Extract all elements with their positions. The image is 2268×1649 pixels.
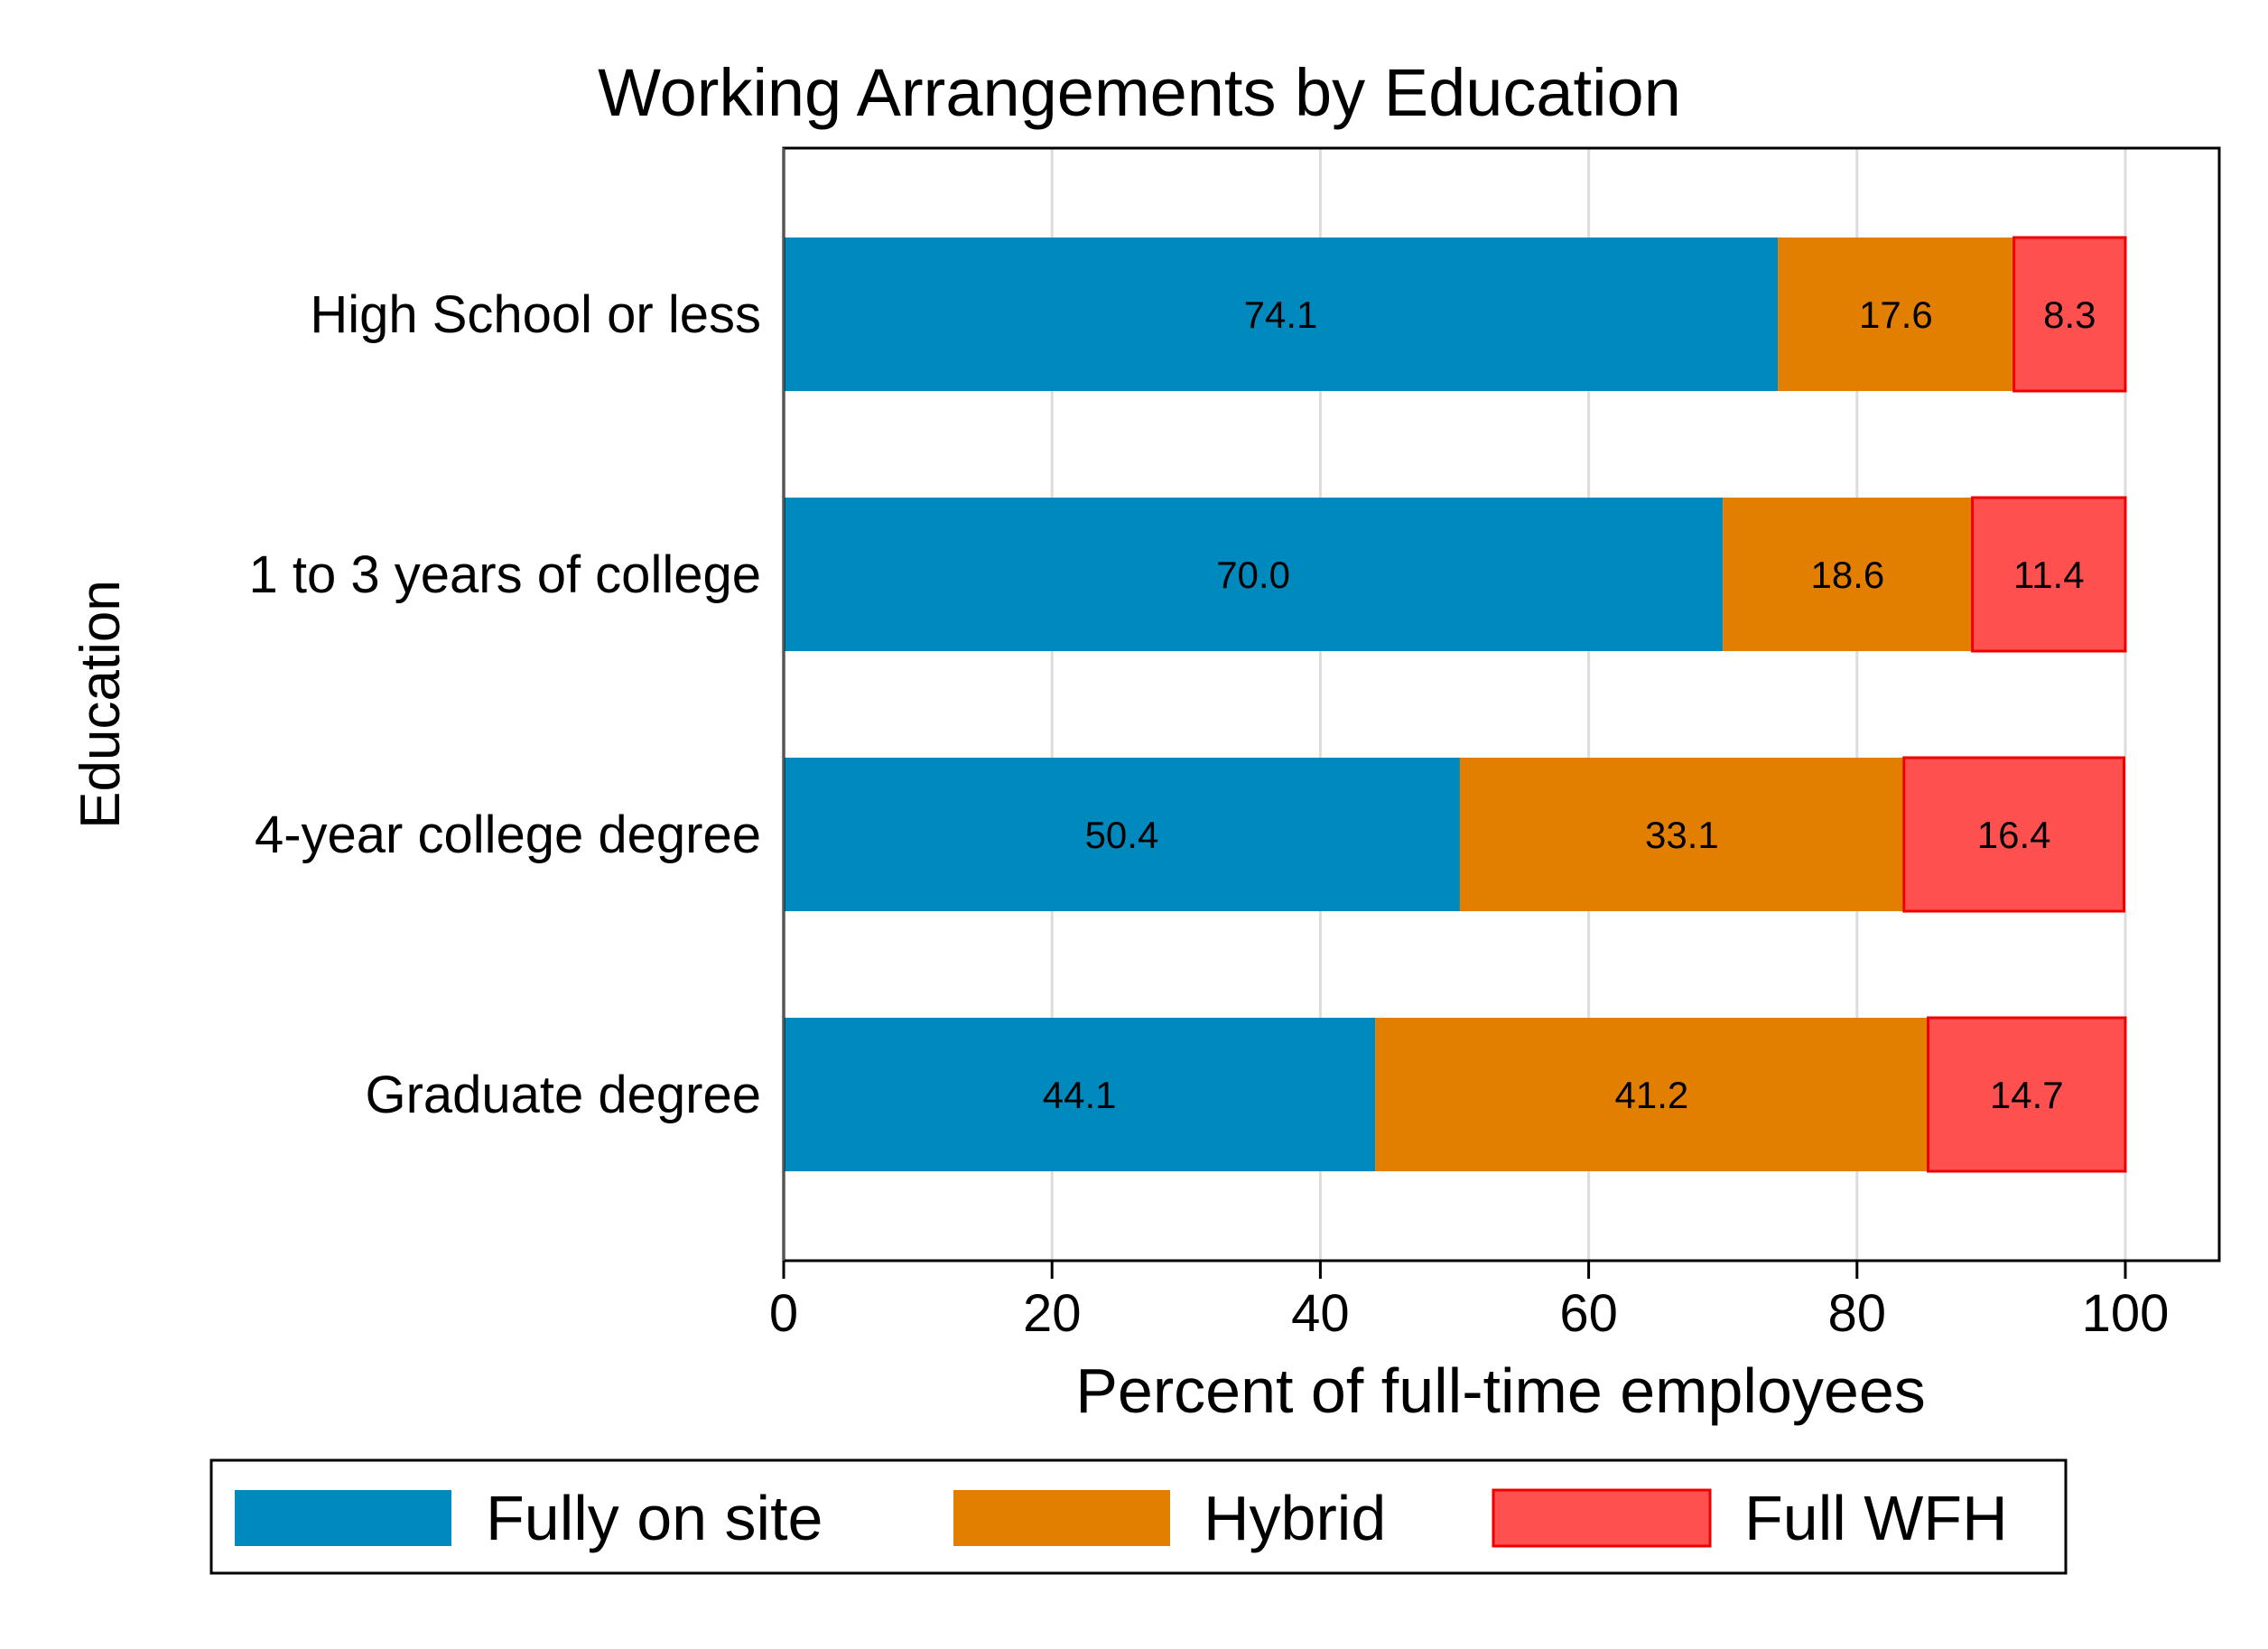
- x-tick-label: 0: [769, 1284, 798, 1343]
- chart-title: Working Arrangements by Education: [598, 55, 1681, 130]
- x-tick-label: 60: [1559, 1284, 1618, 1343]
- y-tick-label: 1 to 3 years of college: [249, 545, 761, 604]
- bar-value-label: 14.7: [1990, 1074, 2064, 1116]
- x-tick-label: 40: [1291, 1284, 1350, 1343]
- bar-value-label: 50.4: [1085, 814, 1159, 856]
- bar-segment: [1459, 758, 1904, 911]
- legend-swatch: [235, 1490, 451, 1546]
- bar-segment: [1778, 238, 2014, 391]
- bar-value-label: 70.0: [1216, 554, 1290, 596]
- legend-label: Hybrid: [1204, 1483, 1386, 1553]
- y-tick-label: Graduate degree: [365, 1066, 761, 1124]
- bar-segment: [1375, 1018, 1929, 1171]
- bar-segment: [784, 758, 1460, 911]
- bar-value-label: 8.3: [2043, 293, 2096, 336]
- x-axis: 0 20 40 60 80 100: [769, 1259, 2219, 1343]
- x-tick-label: 100: [2082, 1284, 2170, 1343]
- bar-value-label: 74.1: [1244, 293, 1318, 336]
- bar-segment: [1902, 756, 2125, 913]
- bar-segment: [784, 498, 1724, 651]
- bar-value-label: 44.1: [1043, 1074, 1117, 1116]
- bar-segment: [784, 1018, 1376, 1171]
- bar-segment: [1971, 496, 2127, 653]
- legend-label: Fully on site: [486, 1483, 823, 1553]
- bar-segment: [784, 238, 1779, 391]
- bar-segment: [2012, 236, 2127, 393]
- x-tick-label: 20: [1023, 1284, 1082, 1343]
- bar-value-label: 11.4: [2013, 554, 2085, 596]
- y-axis-label: Education: [70, 580, 132, 829]
- bar-segment: [1723, 498, 1973, 651]
- legend-swatch: [1492, 1488, 1712, 1548]
- y-tick-label: High School or less: [310, 285, 761, 344]
- bar-value-label: 18.6: [1811, 554, 1885, 596]
- legend-swatch: [953, 1490, 1170, 1546]
- legend-label: Full WFH: [1744, 1483, 2008, 1553]
- y-tick-label: 4-year college degree: [255, 806, 761, 864]
- bars: 74.1 17.6 8.3 70.0 18.6 11.4 50.4 33.1 16.4 44.1 4…: [784, 236, 2127, 1173]
- legend: Fully on site Hybrid Full WFH: [209, 1458, 2068, 1575]
- bar-value-label: 33.1: [1645, 814, 1719, 856]
- y-axis: High School or less 1 to 3 years of colle…: [249, 148, 785, 1261]
- bar-value-label: 41.2: [1615, 1074, 1689, 1116]
- x-axis-label: Percent of full-time employees: [1075, 1356, 1926, 1426]
- bar-value-label: 16.4: [1977, 814, 2051, 856]
- x-tick-label: 80: [1828, 1284, 1887, 1343]
- bar-value-label: 17.6: [1859, 293, 1933, 336]
- bar-segment: [1927, 1016, 2127, 1173]
